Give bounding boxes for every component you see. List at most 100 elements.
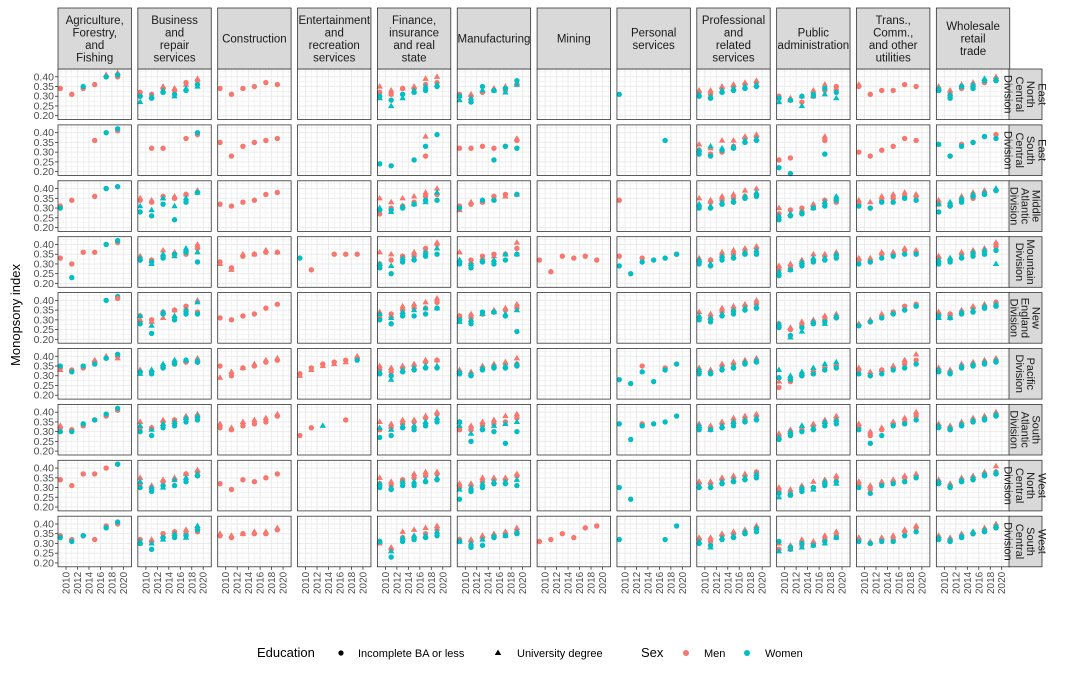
point-women-university (821, 540, 829, 546)
strip-label-tra-0: Trans., (876, 15, 911, 27)
point-women-university (490, 478, 498, 484)
point-women-incomplete-ba (913, 251, 919, 257)
point-women-university (479, 87, 486, 93)
point-men-university (810, 420, 817, 426)
x-tick-label: 2016 (335, 571, 346, 594)
point-women-incomplete-ba (867, 205, 873, 211)
panel-wnc-fin (376, 459, 452, 512)
point-men-university (148, 536, 155, 542)
point-men-incomplete-ba (57, 85, 63, 92)
point-men-university (159, 314, 167, 320)
point-women-incomplete-ba (194, 311, 201, 317)
point-men-incomplete-ba (559, 531, 566, 537)
point-women-incomplete-ba (114, 183, 121, 190)
point-women-incomplete-ba (901, 195, 908, 202)
x-tick-label: 2014 (564, 571, 575, 594)
y-tick-label: 0.20 (34, 278, 55, 290)
point-men-university (741, 187, 749, 193)
panel-border (57, 403, 132, 456)
point-men-incomplete-ba (890, 87, 896, 94)
point-men-university (718, 360, 726, 367)
point-men-university (741, 470, 749, 477)
point-women-university (798, 258, 806, 265)
point-women-incomplete-ba (890, 367, 896, 373)
point-men-incomplete-ba (456, 427, 463, 433)
point-women-university (798, 543, 806, 550)
strip-label-man-0: Manufacturing (458, 34, 531, 46)
point-men-incomplete-ba (217, 315, 223, 321)
point-men-university (182, 81, 190, 87)
point-women-university (148, 92, 155, 99)
point-women-university (159, 420, 167, 426)
row-strip-label-sat-1: Atlantic (1019, 412, 1031, 449)
point-women-incomplete-ba (194, 527, 201, 533)
panel-wsc-fin (376, 515, 452, 568)
point-women-university (718, 478, 726, 484)
point-men-university (502, 192, 509, 199)
point-women-incomplete-ba (148, 330, 155, 337)
point-women-university (718, 310, 726, 317)
y-tick-label: 0.40 (34, 127, 55, 139)
point-women-university (775, 212, 783, 218)
point-men-university (136, 418, 144, 425)
x-tick-label: 2016 (815, 571, 826, 594)
point-women-incomplete-ba (856, 484, 862, 491)
point-women-university (741, 304, 749, 311)
strip-label-con-0: Construction (222, 34, 287, 46)
point-men-incomplete-ba (616, 253, 622, 259)
panel-border (616, 403, 691, 456)
point-women-incomplete-ba (434, 532, 440, 539)
point-women-incomplete-ba (776, 538, 782, 545)
strip-pro (696, 7, 771, 70)
x-tick-label: 2010 (940, 571, 951, 594)
point-women-university (787, 428, 794, 434)
x-tick-label: 2018 (906, 571, 917, 594)
y-tick-label: 0.40 (34, 518, 55, 530)
point-men-university (399, 362, 406, 369)
point-men-incomplete-ba (240, 477, 246, 483)
strip-label-bus-3: services (153, 52, 195, 64)
panel-wsc-con (216, 515, 292, 568)
point-women-university (433, 189, 441, 195)
point-women-incomplete-ba (171, 423, 178, 429)
point-women-incomplete-ba (696, 371, 702, 377)
point-men-university (935, 308, 942, 315)
point-women-incomplete-ba (890, 311, 896, 317)
strip-label-agr-1: Forestry, (72, 27, 117, 39)
panel-border (616, 236, 691, 288)
point-men-university (136, 194, 144, 201)
legend: Education Incomplete BA or less Universi… (257, 645, 803, 660)
point-women-university (410, 364, 418, 371)
panel-enc-man (456, 68, 532, 120)
panel-sat-pub (775, 403, 851, 456)
panel-border (57, 236, 132, 288)
x-tick-label: 2018 (107, 571, 118, 594)
panel-wnc-pro (695, 459, 771, 512)
row-strip-label-wnc-2: Central (1013, 468, 1025, 503)
point-women-incomplete-ba (183, 199, 189, 205)
panel-border (57, 292, 132, 344)
x-tick-label: 2014 (484, 571, 495, 594)
point-men-incomplete-ba (388, 91, 394, 98)
point-women-university (490, 308, 498, 315)
point-men-university (422, 524, 429, 530)
point-women-incomplete-ba (753, 475, 760, 481)
point-women-incomplete-ba (297, 255, 303, 261)
strip-ent (297, 7, 372, 70)
axes: 0.200.250.300.350.400.200.250.300.350.40… (34, 71, 1009, 594)
panel-mat-pro (695, 180, 771, 232)
point-women-incomplete-ba (856, 427, 862, 433)
point-women-incomplete-ba (69, 538, 75, 545)
point-men-incomplete-ba (263, 191, 269, 198)
point-women-incomplete-ba (194, 417, 201, 423)
point-men-university (821, 81, 829, 87)
point-women-university (695, 256, 703, 263)
point-women-university (136, 538, 144, 544)
point-women-university (387, 376, 395, 382)
y-tick-label: 0.35 (34, 81, 55, 93)
point-women-incomplete-ba (810, 371, 817, 377)
point-men-incomplete-ba (776, 157, 782, 163)
x-tick-label: 2010 (461, 571, 472, 594)
point-women-university (707, 142, 714, 149)
panel-mou-pub (775, 236, 851, 288)
